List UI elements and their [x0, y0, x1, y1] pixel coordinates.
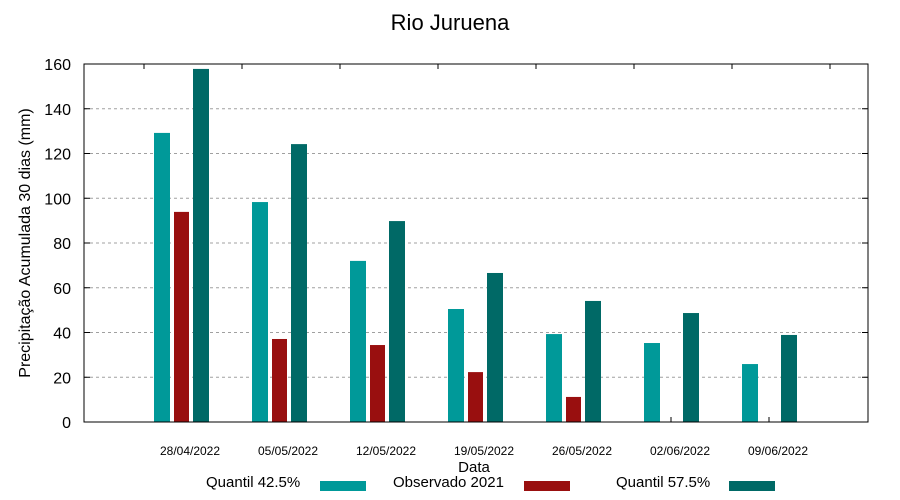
legend-swatch-quantil-42	[320, 481, 366, 491]
bar-1	[566, 396, 581, 422]
x-tick-label: 26/05/2022	[552, 444, 612, 458]
bar-1	[370, 345, 385, 422]
plot-frame	[83, 63, 869, 423]
x-tick-label: 12/05/2022	[356, 444, 416, 458]
y-tick-label: 100	[44, 191, 71, 208]
chart-title: Rio Juruena	[390, 10, 510, 35]
legend-label-observado: Observado 2021	[393, 474, 504, 491]
bar-2	[291, 144, 307, 423]
x-axis-label: Data	[458, 459, 490, 476]
y-tick-label: 0	[62, 415, 71, 432]
bar-0	[546, 334, 562, 422]
bar-0	[448, 309, 464, 422]
bar-2	[683, 313, 699, 422]
legend-label-quantil-42: Quantil 42.5%	[206, 474, 301, 491]
bar-2	[585, 300, 601, 422]
x-tick-label: 09/06/2022	[748, 444, 808, 458]
legend-swatch-observado	[524, 481, 570, 491]
y-tick-label: 160	[44, 57, 71, 74]
y-tick-label: 40	[53, 326, 71, 343]
y-tick-label: 120	[44, 147, 71, 164]
x-tick-label: 28/04/2022	[160, 444, 220, 458]
bar-0	[742, 364, 758, 422]
bar-2	[389, 221, 405, 422]
bar-0	[644, 343, 660, 422]
x-tick-label: 05/05/2022	[258, 444, 318, 458]
bar-2	[781, 334, 797, 422]
bar-1	[468, 372, 483, 422]
bar-1	[272, 338, 287, 422]
x-tick-label: 19/05/2022	[454, 444, 514, 458]
y-tick-label: 140	[44, 102, 71, 119]
legend-label-quantil-57: Quantil 57.5%	[616, 474, 711, 491]
bar-0	[154, 132, 170, 423]
legend-swatch-quantil-57	[729, 481, 775, 491]
bar-0	[350, 260, 366, 422]
y-tick-label: 20	[53, 370, 71, 387]
x-tick-label: 02/06/2022	[650, 444, 710, 458]
bar-2	[487, 272, 503, 422]
legend: Quantil 42.5% Observado 2021 Quantil 57.…	[0, 474, 900, 496]
bar-1	[174, 211, 189, 422]
y-tick-label: 60	[53, 281, 71, 298]
bar-0	[252, 202, 268, 422]
bar-2	[193, 68, 209, 423]
y-tick-label: 80	[53, 236, 71, 253]
